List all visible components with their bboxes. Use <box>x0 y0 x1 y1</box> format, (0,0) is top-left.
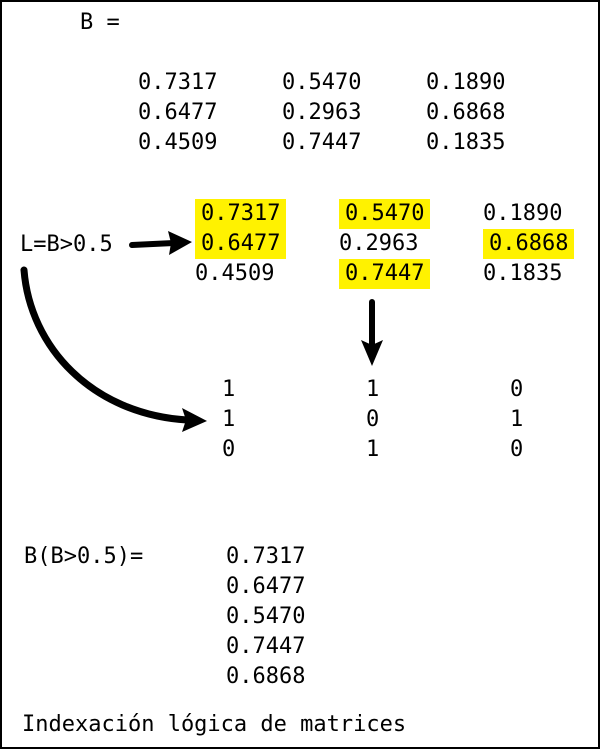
result-label: B(B>0.5)= <box>24 544 144 569</box>
result-value: 0.6868 <box>226 664 306 689</box>
logical-cell: 0 <box>222 437 236 462</box>
highlighted-cell: 0.6868 <box>483 229 575 259</box>
matrix-b-cell: 0.1890 <box>426 70 506 95</box>
matrix-b-cell: 0.4509 <box>138 130 218 155</box>
highlighted-cell: 0.5470 <box>339 199 431 229</box>
matrix-b-label: B = <box>80 10 120 35</box>
highlighted-cell: 0.2963 <box>339 231 419 256</box>
result-value: 0.5470 <box>226 604 306 629</box>
matrix-b-cell: 0.7447 <box>282 130 362 155</box>
result-value: 0.6477 <box>226 574 306 599</box>
logical-expression-label: L=B>0.5 <box>20 232 113 257</box>
logical-cell: 1 <box>366 437 380 462</box>
matrix-b-cell: 0.1835 <box>426 130 506 155</box>
highlighted-cell: 0.1890 <box>483 201 563 226</box>
highlighted-cell: 0.6477 <box>195 229 287 259</box>
logical-cell: 1 <box>510 407 524 432</box>
highlighted-cell: 0.1835 <box>483 261 563 286</box>
logical-cell: 0 <box>366 407 380 432</box>
figure-caption: Indexación lógica de matrices <box>22 712 407 737</box>
down-arrow <box>361 299 383 366</box>
highlighted-cell: 0.7447 <box>339 259 431 289</box>
matrix-b-cell: 0.6868 <box>426 100 506 125</box>
highlighted-cell: 0.7317 <box>195 199 287 229</box>
right-arrow <box>129 231 192 255</box>
logical-cell: 1 <box>222 407 236 432</box>
logical-cell: 1 <box>366 377 380 402</box>
matrix-b-cell: 0.7317 <box>138 70 218 95</box>
logical-cell: 0 <box>510 437 524 462</box>
result-value: 0.7447 <box>226 634 306 659</box>
matrix-b-cell: 0.6477 <box>138 100 218 125</box>
matrix-b-cell: 0.5470 <box>282 70 362 95</box>
logical-cell: 0 <box>510 377 524 402</box>
curved-arrow <box>20 266 207 432</box>
highlighted-cell: 0.4509 <box>195 261 275 286</box>
result-value: 0.7317 <box>226 544 306 569</box>
matrix-b-cell: 0.2963 <box>282 100 362 125</box>
logical-cell: 1 <box>222 377 236 402</box>
